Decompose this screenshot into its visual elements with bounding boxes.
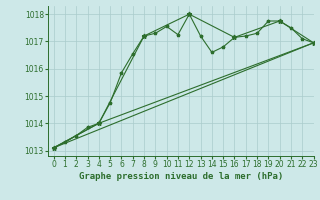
X-axis label: Graphe pression niveau de la mer (hPa): Graphe pression niveau de la mer (hPa) bbox=[79, 172, 283, 181]
